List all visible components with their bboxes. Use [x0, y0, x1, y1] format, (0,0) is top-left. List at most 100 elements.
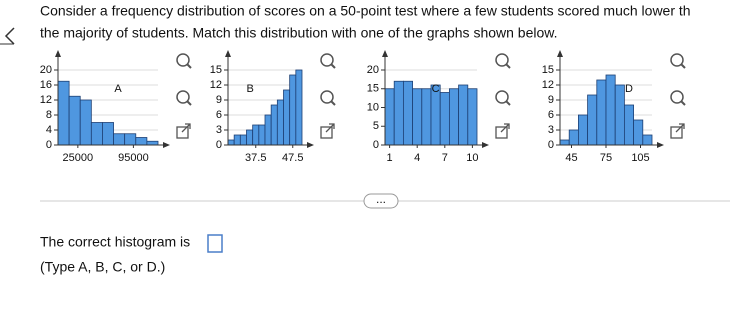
zoom-handle — [186, 100, 192, 106]
y-tick-label: 16 — [40, 79, 52, 91]
y-tick-label: 6 — [548, 109, 554, 121]
open-arrow — [325, 123, 335, 133]
x-tick-label: 4 — [414, 152, 420, 164]
x-axis-arrow — [307, 142, 314, 148]
y-tick-label: 20 — [367, 64, 379, 76]
y-tick-label: 8 — [46, 109, 52, 121]
open-icon[interactable] — [495, 126, 508, 139]
zoom-icon[interactable] — [176, 90, 190, 104]
open-icon[interactable] — [176, 126, 189, 139]
graph-label: D — [625, 83, 633, 95]
y-tick-label: 0 — [373, 139, 379, 151]
bar — [57, 80, 70, 146]
zoom-icon[interactable] — [320, 53, 334, 67]
question-line: the majority of students. Match this dis… — [40, 25, 558, 41]
answer-hint: (Type A, B, C, or D.) — [40, 259, 165, 275]
graph-label: C — [432, 83, 440, 95]
y-tick-label: 0 — [548, 139, 554, 151]
bar — [146, 140, 159, 146]
bar — [624, 104, 635, 146]
bar — [402, 80, 413, 146]
y-tick-label: 4 — [46, 124, 52, 136]
zoom-handle — [330, 63, 336, 69]
bar — [633, 119, 644, 146]
graph-label: A — [114, 83, 122, 95]
zoom-handle — [680, 100, 686, 106]
answer-prompt: The correct histogram is — [40, 234, 190, 250]
bar — [596, 79, 607, 146]
x-axis-arrow — [482, 142, 489, 148]
y-axis-arrow — [382, 50, 388, 57]
open-icon[interactable] — [670, 126, 683, 139]
y-tick-label: 9 — [216, 94, 222, 106]
zoom-handle — [505, 100, 511, 106]
zoom-handle — [505, 63, 511, 69]
bar — [605, 74, 616, 146]
y-axis-arrow — [55, 50, 61, 57]
x-tick-label: 105 — [631, 152, 649, 164]
zoom-handle — [680, 63, 686, 69]
x-tick-label: 7 — [442, 152, 448, 164]
zoom-icon[interactable] — [495, 53, 509, 67]
zoom-handle — [330, 100, 336, 106]
back-arrow[interactable] — [4, 27, 15, 45]
zoom-icon[interactable] — [320, 90, 334, 104]
bar — [252, 124, 260, 146]
question-line: Consider a frequency distribution of sco… — [40, 3, 691, 19]
x-tick-label: 45 — [565, 152, 577, 164]
bar — [270, 104, 278, 146]
zoom-icon[interactable] — [670, 53, 684, 67]
y-tick-label: 15 — [210, 64, 222, 76]
bar — [90, 122, 103, 146]
bar — [135, 137, 148, 146]
y-tick-label: 9 — [548, 94, 554, 106]
y-tick-label: 15 — [367, 83, 379, 95]
bar — [264, 114, 272, 146]
y-tick-label: 20 — [40, 64, 52, 76]
bar — [467, 88, 478, 146]
x-tick-label: 75 — [600, 152, 612, 164]
expand-button[interactable] — [363, 193, 399, 209]
x-tick-label: 95000 — [118, 152, 149, 164]
open-arrow — [181, 123, 191, 133]
y-tick-label: 0 — [46, 139, 52, 151]
bar — [276, 99, 284, 146]
x-tick-label: 37.5 — [245, 152, 266, 164]
bar — [578, 114, 589, 146]
zoom-icon[interactable] — [670, 90, 684, 104]
bar — [124, 133, 137, 146]
bar — [559, 139, 570, 146]
bar — [384, 88, 395, 146]
expand-dots: ... — [376, 192, 386, 206]
zoom-icon[interactable] — [495, 90, 509, 104]
y-tick-label: 15 — [542, 64, 554, 76]
y-axis-arrow — [557, 50, 563, 57]
answer-box[interactable] — [207, 234, 223, 253]
y-tick-label: 12 — [542, 79, 554, 91]
bar — [412, 88, 423, 146]
bar — [642, 134, 653, 146]
x-tick-label: 47.5 — [282, 152, 303, 164]
y-tick-label: 3 — [548, 124, 554, 136]
x-tick-label: 10 — [466, 152, 478, 164]
bar — [439, 92, 450, 146]
y-tick-label: 6 — [216, 109, 222, 121]
bar — [289, 74, 297, 146]
y-tick-label: 12 — [210, 79, 222, 91]
zoom-handle — [186, 63, 192, 69]
zoom-icon[interactable] — [176, 53, 190, 67]
y-tick-label: 5 — [373, 120, 379, 132]
bar — [283, 89, 291, 146]
open-arrow — [500, 123, 510, 133]
bar — [258, 124, 266, 146]
bar — [233, 134, 241, 146]
y-axis-arrow — [225, 50, 231, 57]
bar — [68, 95, 81, 146]
open-icon[interactable] — [320, 126, 333, 139]
bar — [421, 88, 432, 146]
y-tick-label: 3 — [216, 124, 222, 136]
bar — [614, 84, 625, 146]
x-tick-label: 1 — [387, 152, 393, 164]
bar — [239, 134, 247, 146]
